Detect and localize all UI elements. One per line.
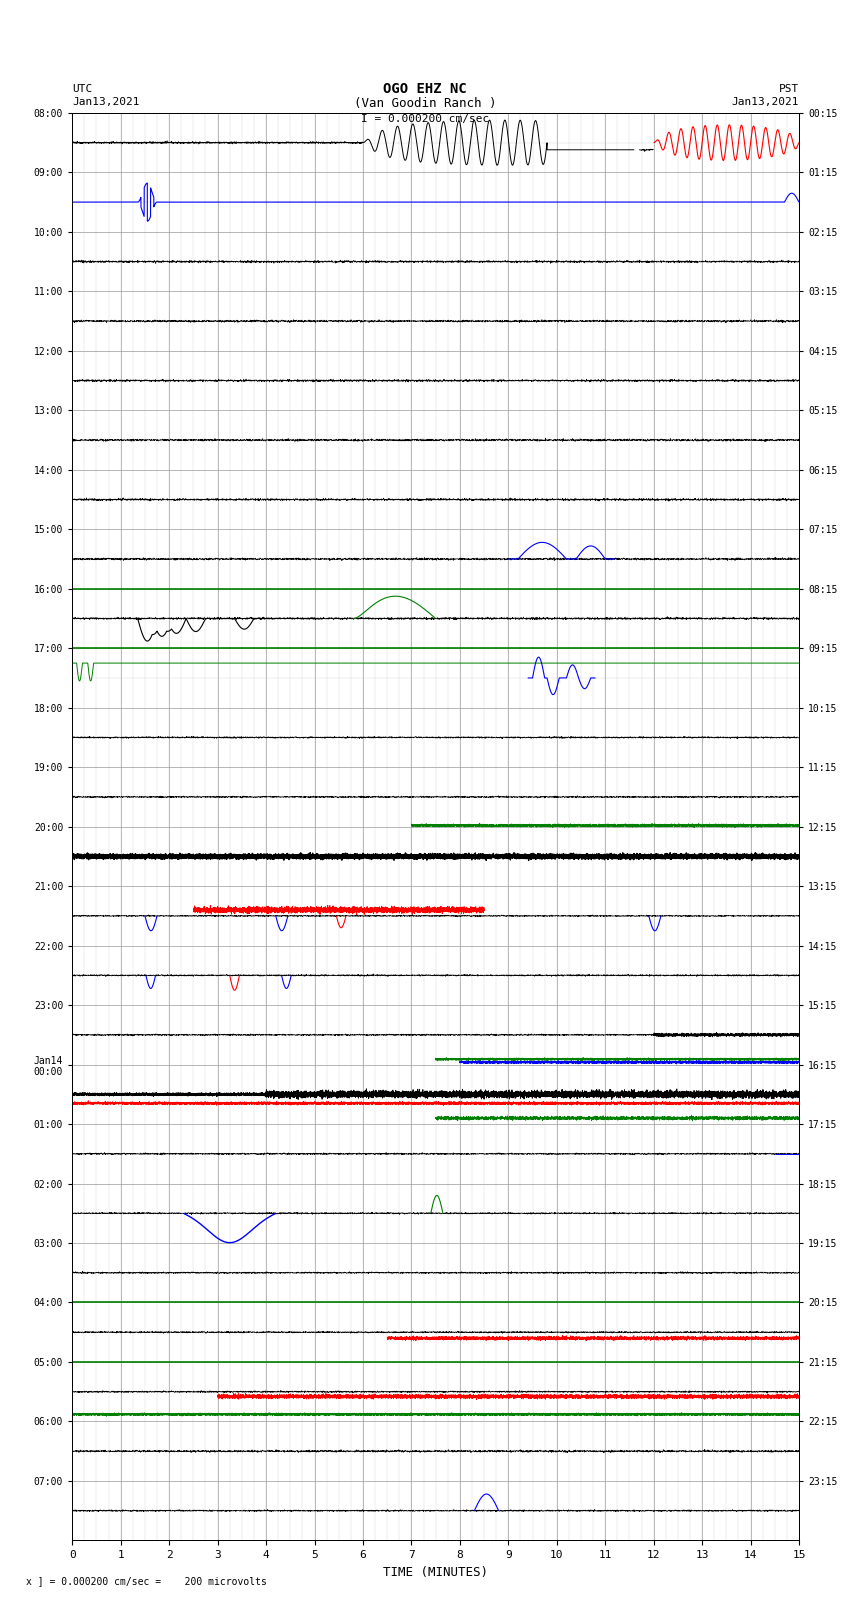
Text: Jan13,2021: Jan13,2021 xyxy=(72,97,139,106)
Text: x ] = 0.000200 cm/sec =    200 microvolts: x ] = 0.000200 cm/sec = 200 microvolts xyxy=(26,1576,266,1586)
Text: (Van Goodin Ranch ): (Van Goodin Ranch ) xyxy=(354,97,496,110)
Text: I = 0.000200 cm/sec: I = 0.000200 cm/sec xyxy=(361,115,489,124)
X-axis label: TIME (MINUTES): TIME (MINUTES) xyxy=(383,1566,488,1579)
Text: PST: PST xyxy=(779,84,799,94)
Text: OGO EHZ NC: OGO EHZ NC xyxy=(383,82,467,95)
Text: Jan13,2021: Jan13,2021 xyxy=(732,97,799,106)
Text: UTC: UTC xyxy=(72,84,93,94)
